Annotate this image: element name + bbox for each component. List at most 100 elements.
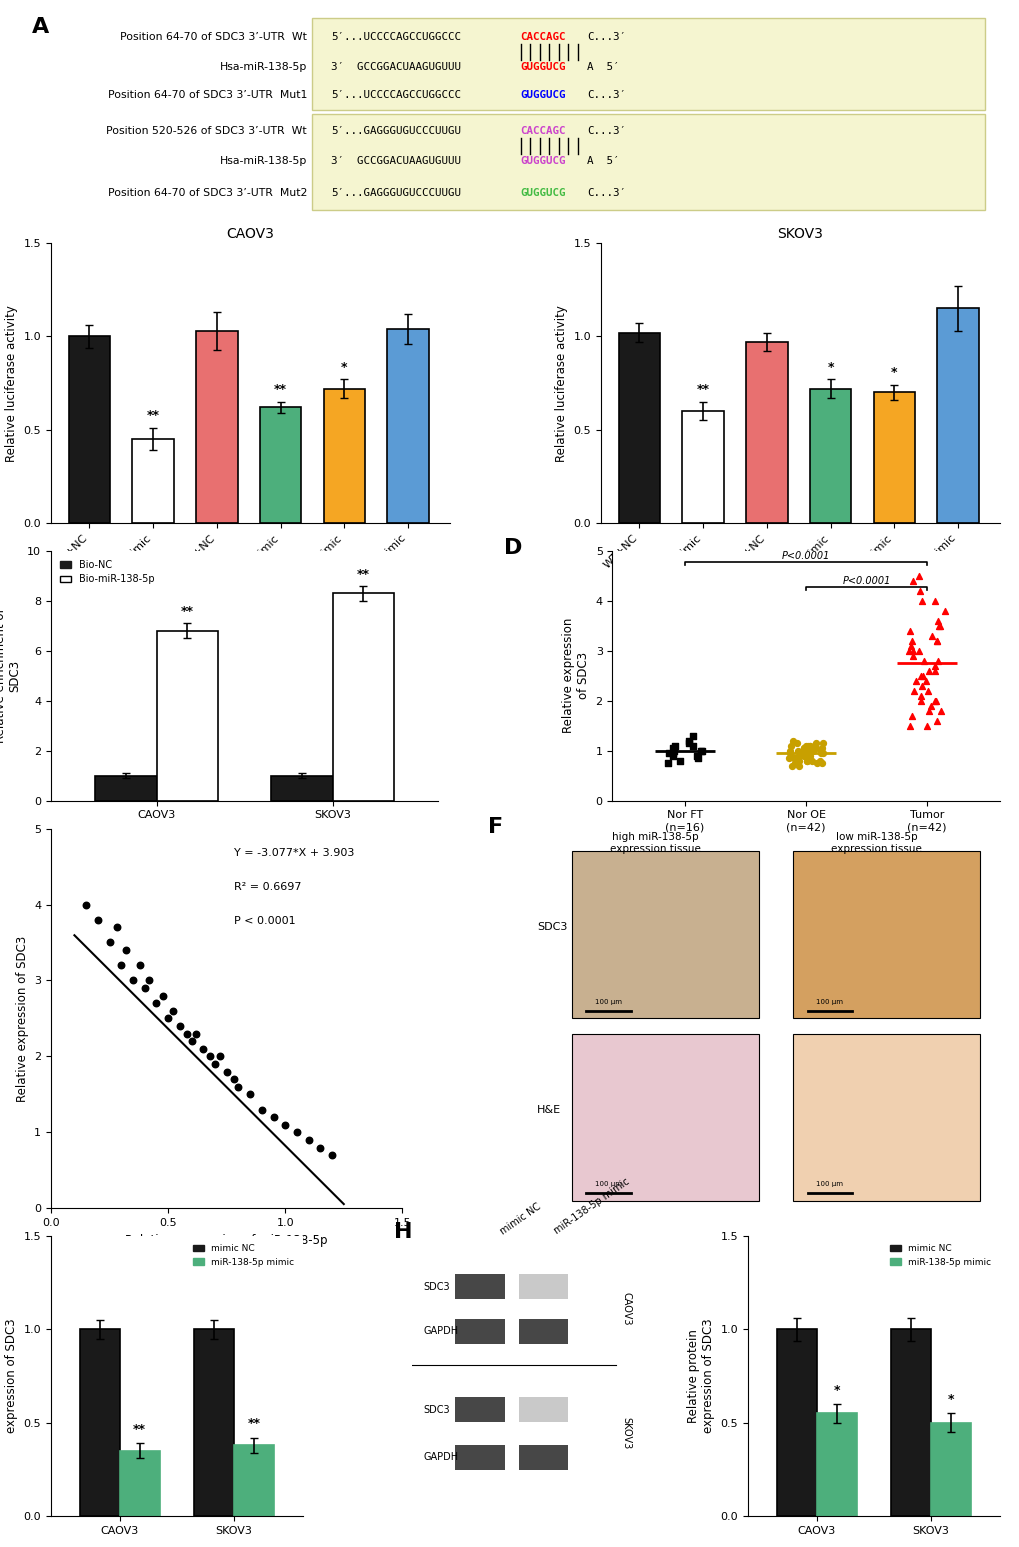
Point bbox=[901, 619, 917, 644]
FancyBboxPatch shape bbox=[518, 1445, 568, 1470]
Text: **: ** bbox=[357, 568, 370, 580]
Point bbox=[77, 893, 94, 917]
Point bbox=[797, 733, 813, 758]
Text: **: ** bbox=[147, 410, 159, 422]
Text: Hsa-miR-138-5p: Hsa-miR-138-5p bbox=[219, 62, 307, 73]
Bar bbox=[873, 393, 914, 523]
Text: 100 μm: 100 μm bbox=[594, 999, 622, 1006]
Text: **: ** bbox=[180, 605, 194, 619]
Point bbox=[903, 628, 919, 653]
Point bbox=[907, 668, 923, 693]
Text: *: * bbox=[833, 1383, 839, 1397]
Bar bbox=[387, 330, 428, 523]
Point bbox=[790, 753, 806, 778]
Text: 5′...GAGGGUGUCCCUUGU: 5′...GAGGGUGUCCCUUGU bbox=[330, 189, 461, 198]
Point bbox=[792, 741, 808, 766]
Point bbox=[813, 750, 829, 775]
Y-axis label: Relative expression
of SDC3: Relative expression of SDC3 bbox=[561, 619, 589, 733]
Text: **: ** bbox=[696, 384, 709, 396]
Point bbox=[783, 733, 799, 758]
Point bbox=[798, 738, 814, 763]
FancyBboxPatch shape bbox=[792, 1033, 979, 1200]
Point bbox=[312, 1135, 328, 1160]
X-axis label: Relative expression of miR-138-5p: Relative expression of miR-138-5p bbox=[125, 1233, 327, 1247]
Bar bbox=[233, 1445, 274, 1516]
Text: R² = 0.6697: R² = 0.6697 bbox=[233, 882, 301, 891]
Text: Position 64-70 of SDC3 3’-UTR  Mut2: Position 64-70 of SDC3 3’-UTR Mut2 bbox=[108, 189, 307, 198]
Point bbox=[672, 749, 688, 774]
Point bbox=[148, 992, 164, 1016]
Text: Y = -3.077*X + 3.903: Y = -3.077*X + 3.903 bbox=[233, 848, 354, 857]
Point bbox=[904, 639, 920, 664]
Text: C...3′: C...3′ bbox=[587, 90, 626, 101]
Point bbox=[790, 738, 806, 763]
Point bbox=[913, 588, 929, 613]
Text: Hsa-miR-138-5p: Hsa-miR-138-5p bbox=[219, 156, 307, 167]
Point bbox=[288, 1120, 305, 1145]
Point bbox=[902, 713, 918, 738]
Point bbox=[90, 908, 106, 933]
Point bbox=[324, 1143, 340, 1168]
Point bbox=[798, 749, 814, 774]
Y-axis label: Relative expression of SDC3: Relative expression of SDC3 bbox=[15, 936, 29, 1101]
Point bbox=[685, 733, 701, 758]
Point bbox=[917, 668, 933, 693]
Point bbox=[113, 953, 129, 978]
Point bbox=[801, 744, 817, 769]
Point bbox=[230, 1075, 247, 1100]
Point bbox=[659, 750, 676, 775]
Point bbox=[904, 568, 920, 593]
Title: SKOV3: SKOV3 bbox=[776, 226, 822, 241]
Bar bbox=[323, 388, 365, 523]
Bar bbox=[95, 775, 157, 801]
Text: GUGGUCG: GUGGUCG bbox=[520, 90, 566, 101]
Y-axis label: Relative luciferase activity: Relative luciferase activity bbox=[5, 305, 18, 461]
Point bbox=[910, 563, 926, 588]
Text: Position 64-70 of SDC3 3’-UTR  Mut1: Position 64-70 of SDC3 3’-UTR Mut1 bbox=[108, 90, 307, 101]
Point bbox=[927, 628, 944, 653]
Bar bbox=[809, 388, 851, 523]
Point bbox=[664, 738, 681, 763]
Point bbox=[798, 749, 814, 774]
Point bbox=[301, 1128, 317, 1153]
Point bbox=[660, 741, 677, 766]
Point bbox=[814, 730, 830, 755]
FancyBboxPatch shape bbox=[792, 851, 979, 1018]
Text: 5′...UCCCCAGCCUGGCCC: 5′...UCCCCAGCCUGGCCC bbox=[330, 90, 461, 101]
Point bbox=[187, 1021, 204, 1046]
Bar bbox=[890, 1329, 930, 1516]
Point bbox=[664, 741, 681, 766]
Y-axis label: Relative protein
expression of SDC3: Relative protein expression of SDC3 bbox=[687, 1318, 714, 1434]
Point bbox=[902, 633, 918, 657]
FancyBboxPatch shape bbox=[571, 1033, 758, 1200]
FancyBboxPatch shape bbox=[454, 1318, 504, 1344]
Point bbox=[787, 750, 803, 775]
Point bbox=[795, 744, 811, 769]
Point bbox=[781, 738, 797, 763]
Point bbox=[254, 1097, 270, 1122]
Bar bbox=[196, 331, 237, 523]
Point bbox=[912, 684, 928, 709]
Bar bbox=[79, 1329, 119, 1516]
Point bbox=[801, 733, 817, 758]
Point bbox=[195, 1036, 211, 1061]
Text: F: F bbox=[487, 817, 502, 837]
Point bbox=[932, 698, 949, 722]
Bar bbox=[745, 342, 787, 523]
Text: C...3′: C...3′ bbox=[587, 127, 626, 136]
Text: Position 520-526 of SDC3 3’-UTR  Wt: Position 520-526 of SDC3 3’-UTR Wt bbox=[106, 127, 307, 136]
Bar bbox=[618, 333, 659, 523]
Point bbox=[242, 1081, 258, 1106]
Text: CACCAGC: CACCAGC bbox=[520, 127, 566, 136]
Point bbox=[183, 1029, 200, 1054]
Point bbox=[927, 688, 944, 713]
Text: A  5′: A 5′ bbox=[587, 62, 619, 73]
Point bbox=[131, 953, 148, 978]
Point bbox=[915, 648, 931, 673]
Point bbox=[663, 736, 680, 761]
Point bbox=[813, 736, 829, 761]
Point bbox=[903, 704, 919, 729]
Point bbox=[935, 599, 952, 623]
Point bbox=[784, 729, 800, 753]
Text: 100 μm: 100 μm bbox=[594, 1182, 622, 1188]
